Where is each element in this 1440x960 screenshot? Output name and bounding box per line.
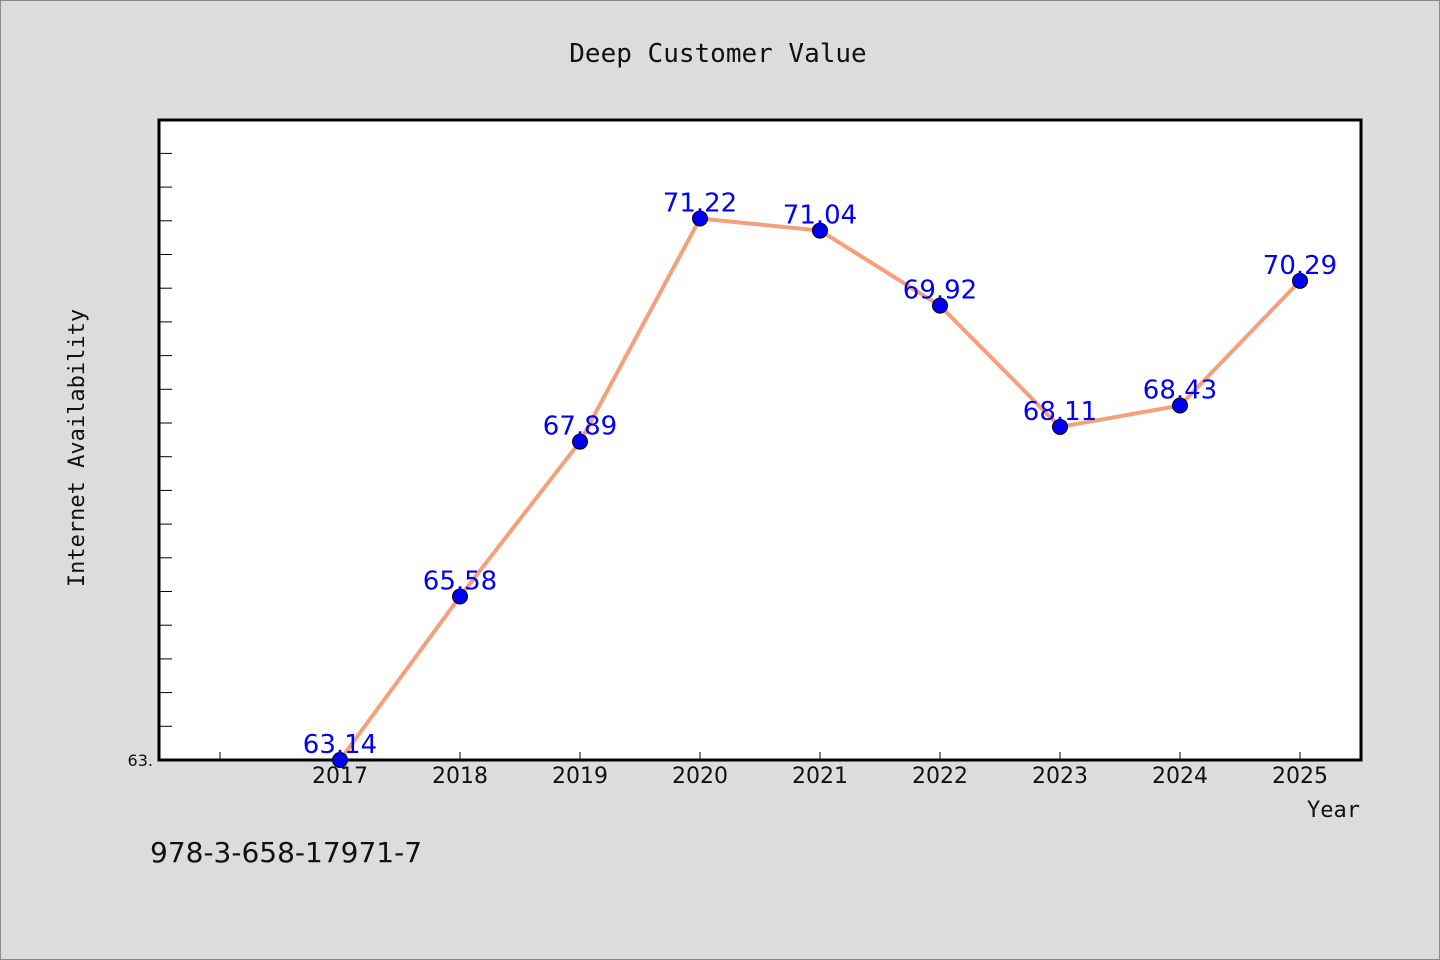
data-point: [1292, 272, 1308, 289]
x-axis-label: Year: [1307, 798, 1360, 823]
data-label: 63.14: [303, 730, 377, 760]
x-axis-ticks: 2017 2018 2019 2020 2021 2022 2023 2024 2025: [219, 752, 1328, 789]
x-tick-label: 2019: [552, 764, 608, 789]
data-label: 68.11: [1023, 397, 1097, 427]
x-tick-label: 2020: [672, 764, 728, 789]
plot-area: [157, 118, 1363, 762]
data-point: [1052, 418, 1068, 435]
data-point: [332, 752, 348, 768]
data-label: 69.92: [903, 276, 977, 306]
data-label: 71.22: [663, 189, 737, 219]
x-tick-label: 2025: [1272, 764, 1328, 789]
data-point: [692, 210, 708, 227]
data-point: [1172, 397, 1188, 414]
data-point: [932, 297, 948, 314]
x-tick-label: 2018: [432, 764, 488, 789]
data-label: 70.29: [1263, 251, 1337, 281]
y-tick-label: 63.: [128, 751, 153, 770]
x-tick-label: 2022: [912, 764, 968, 789]
data-label: 68.43: [1143, 375, 1217, 405]
y-axis-ticks: [160, 152, 172, 761]
x-tick-label: 2024: [1152, 764, 1208, 789]
data-label: 67.89: [543, 412, 617, 442]
series-group: [332, 210, 1308, 768]
data-point: [812, 222, 828, 239]
x-tick-label: 2017: [312, 764, 368, 789]
x-tick-label: 2023: [1032, 764, 1088, 789]
chart-title: Deep Customer Value: [569, 39, 866, 69]
data-point: [452, 588, 468, 605]
data-label: 71.04: [783, 201, 857, 231]
x-tick-label: 2021: [792, 764, 848, 789]
data-labels: 63.14 65.58 67.89 71.22 71.04 69.92 68.11 68.43…: [303, 189, 1337, 760]
data-point: [572, 433, 588, 450]
data-label: 65.58: [423, 566, 497, 596]
isbn-text: 978-3-658-17971-7: [150, 836, 422, 869]
y-axis-label: Internet Availability: [65, 309, 90, 587]
